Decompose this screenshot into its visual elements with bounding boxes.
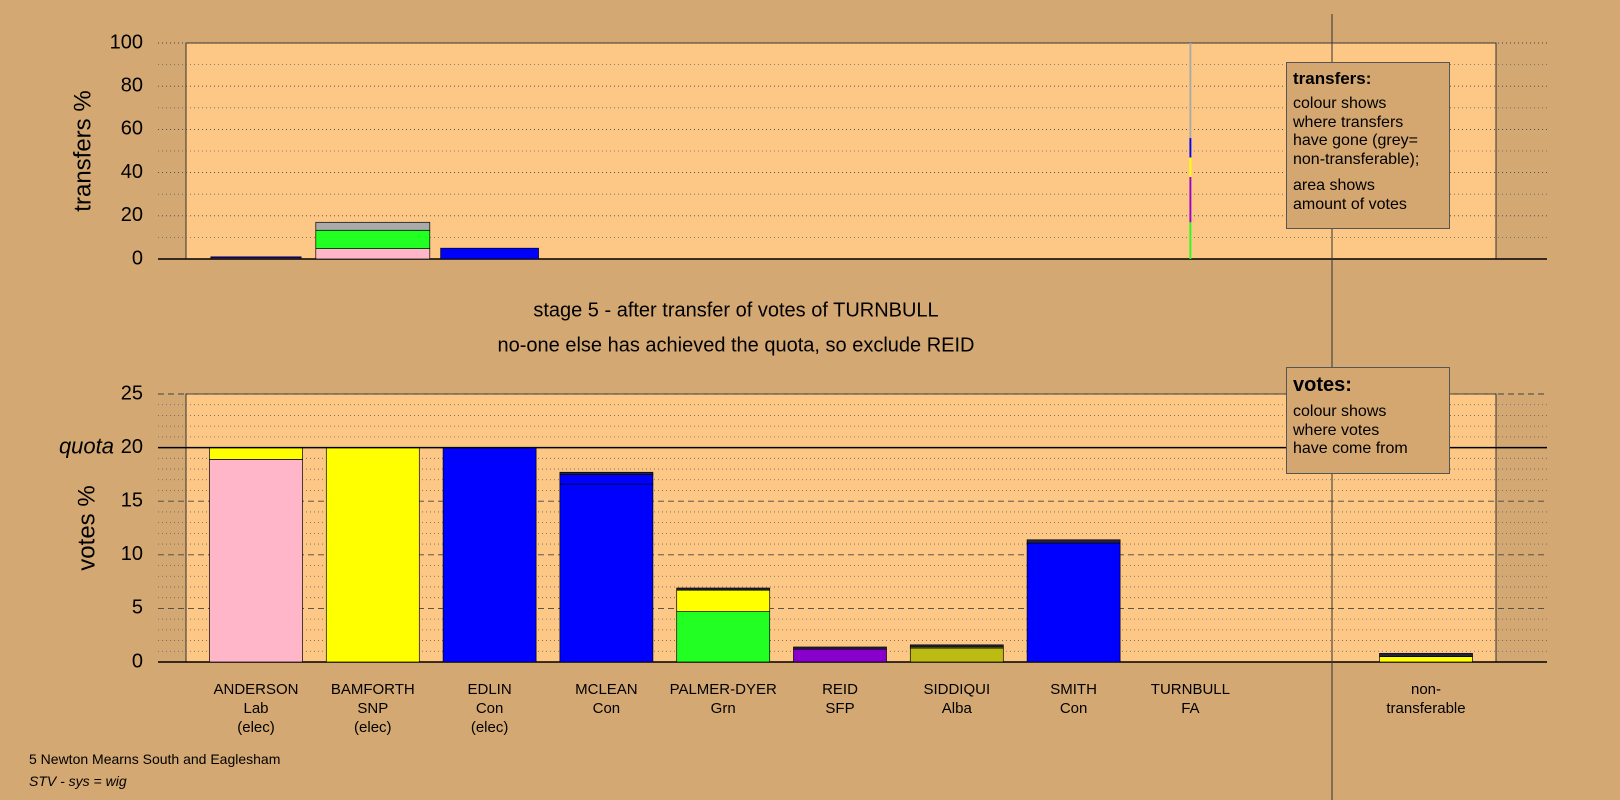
category-status: (elec) [470,719,509,736]
bar-segment [676,587,771,591]
x-label: ANDERSON Lab (elec) [200,680,312,737]
y-tick-label: 20 [121,436,143,458]
category-name: non-transferable [1386,681,1466,717]
category-status: (elec) [354,719,392,736]
x-label: PALMER-DYER Grn [667,680,779,718]
category-party: Con [592,700,621,717]
category-party: SFP [825,700,855,717]
bar-segment [442,447,537,663]
bar-segment [209,447,303,460]
legend-title: transfers: [1293,69,1372,88]
bar-segment [1189,176,1192,223]
bar-segment [1026,542,1121,663]
legend-line: where votes [1293,421,1380,439]
x-label: SIDDIQUI Alba [901,680,1013,718]
y-axis-label: votes % [73,485,100,570]
legend-paragraph: colour shows where transfers have gone (gr… [1293,95,1443,169]
legend-line: have come from [1293,440,1408,457]
x-label: EDLIN Con (elec) [434,680,546,737]
bar-segment [1189,138,1192,158]
legend-line: colour shows [1293,403,1387,420]
y-tick-label: 80 [121,74,143,96]
category-name: SMITH [1050,681,1097,698]
category-name: REID [822,681,858,698]
category-name: ANDERSON [213,681,299,698]
x-label: MCLEAN Con [550,680,662,718]
bar-segment [559,474,654,485]
x-label: non-transferable [1380,680,1472,718]
category-name: SIDDIQUI [923,681,991,698]
ward-name: 5 Newton Mearns South and Eaglesham [29,751,281,767]
stage-subtitle: no-one else has achieved the quota, so e… [498,334,975,356]
legend-paragraph: area shows amount of votes [1293,177,1443,214]
legend-line: where transfers [1293,113,1404,131]
bar-segment [210,256,302,259]
category-party: Alba [941,700,972,717]
category-name: BAMFORTH [330,681,415,698]
bar-segment [315,221,431,231]
bar-segment [209,459,303,663]
y-axis-label: transfers % [69,90,96,211]
bar-segment [1026,539,1121,544]
system-name: STV - sys = wig [29,773,127,789]
category-name: EDLIN [467,681,512,698]
bar-segment [909,647,1004,663]
legend-line: area shows [1293,177,1375,194]
y-tick-label: 20 [121,204,143,226]
stage-title: stage 5 - after transfer of votes of TUR… [533,299,938,321]
legend-line: colour shows [1293,95,1387,112]
legend-title: votes: [1293,374,1352,396]
bar-segment [315,229,431,249]
y-tick-label: 60 [121,118,143,140]
x-label: BAMFORTH SNP (elec) [317,680,429,737]
bar-segment [1379,656,1473,663]
legend-line: have gone (grey= [1293,132,1418,149]
bar-segment [1189,222,1192,259]
category-name: TURNBULL [1150,681,1230,698]
category-party: SNP [357,700,389,717]
bar-segment [325,447,420,663]
y-tick-label: 40 [121,161,143,183]
transfers-legend: transfers: colour shows where transfers hav… [1286,62,1450,229]
y-tick-label: 15 [121,489,143,511]
bar-segment [1189,157,1192,177]
bar-segment [909,644,1004,648]
legend-paragraph: colour shows where votes have come from [1293,403,1443,459]
category-name: MCLEAN [575,681,638,698]
category-status: (elec) [237,719,275,736]
category-party: Con [475,700,504,717]
bar-segment [676,611,771,663]
category-party: Lab [243,700,269,717]
bar-segment [315,248,431,260]
y-tick-label: 0 [132,247,143,269]
bar-segment [559,483,654,663]
bar-segment [1189,43,1192,139]
category-party: FA [1181,700,1200,717]
y-tick-label: 5 [132,597,143,619]
legend-line: non-transferable); [1293,150,1420,168]
x-label: SMITH Con [1018,680,1130,718]
y-tick-label: 25 [121,382,143,404]
bar-segment [793,648,887,663]
x-label: REID SFP [784,680,896,718]
bar-segment [440,247,539,260]
legend-line: amount of votes [1293,195,1407,213]
bar-segment [793,646,887,650]
y-tick-label: 0 [132,650,143,672]
votes-legend: votes: colour shows where votes have come f… [1286,367,1450,474]
bar-segment [559,471,654,475]
x-label: TURNBULL FA [1134,680,1246,718]
y-tick-label: 10 [121,543,143,565]
category-party: Grn [710,700,736,717]
bar-segment [676,589,771,612]
quota-label: quota [59,433,114,458]
y-tick-label: 100 [110,31,143,53]
bar-segment [1379,653,1473,657]
category-name: PALMER-DYER [669,681,777,698]
category-party: Con [1059,700,1088,717]
